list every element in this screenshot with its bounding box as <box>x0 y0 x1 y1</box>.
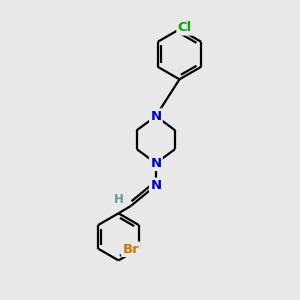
Text: Br: Br <box>122 243 139 256</box>
Text: N: N <box>150 157 161 170</box>
Text: N: N <box>150 110 161 123</box>
Text: Cl: Cl <box>178 21 192 34</box>
Text: N: N <box>150 179 161 192</box>
Text: H: H <box>114 193 123 206</box>
